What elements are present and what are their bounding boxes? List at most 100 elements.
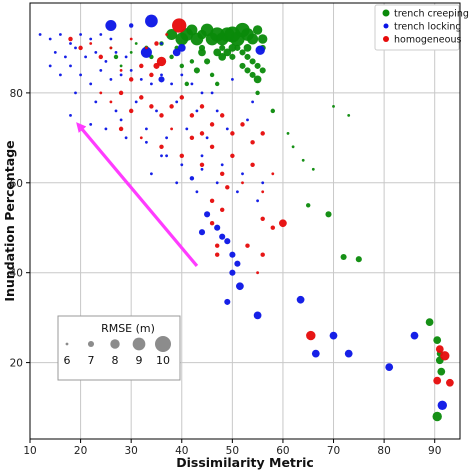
point-homogeneous [241, 181, 244, 185]
x-tick-label: 50 [226, 445, 239, 457]
size-legend-title: RMSE (m) [101, 322, 155, 335]
point-trench-creeping [252, 25, 263, 35]
point-trench-creeping [134, 42, 138, 45]
point-trench-locking [189, 176, 195, 181]
point-trench-locking [180, 73, 184, 77]
point-homogeneous [261, 190, 265, 194]
size-legend-marker [155, 336, 171, 352]
point-homogeneous [172, 18, 187, 33]
point-homogeneous [145, 46, 148, 50]
y-tick-label: 20 [10, 358, 23, 370]
point-trench-locking [241, 172, 244, 176]
point-trench-locking [89, 37, 93, 41]
point-trench-locking [69, 114, 72, 117]
point-trench-locking [198, 229, 206, 236]
point-trench-locking [236, 282, 244, 291]
grid [29, 3, 460, 439]
point-trench-locking [255, 45, 265, 55]
point-homogeneous [179, 95, 185, 100]
point-homogeneous [154, 41, 159, 46]
point-trench-locking [114, 109, 118, 113]
point-trench-locking [185, 127, 189, 131]
data-points [38, 14, 454, 422]
point-homogeneous [78, 45, 83, 51]
point-trench-creeping [193, 67, 200, 74]
point-trench-locking [200, 91, 204, 95]
point-trench-creeping [213, 48, 222, 57]
point-trench-locking [160, 73, 163, 77]
point-trench-locking [124, 55, 128, 59]
point-trench-creeping [253, 75, 262, 84]
point-trench-locking [256, 199, 259, 203]
legend: trench creeping trench locking homogeneo… [374, 4, 469, 51]
point-homogeneous [446, 378, 454, 387]
point-trench-locking [204, 211, 211, 218]
point-trench-creeping [179, 63, 185, 69]
point-homogeneous [209, 220, 215, 226]
point-homogeneous [118, 126, 124, 132]
point-trench-locking [219, 233, 226, 240]
point-homogeneous [109, 46, 113, 50]
point-trench-creeping [247, 33, 259, 45]
x-tick-label: 60 [276, 445, 289, 457]
point-homogeneous [189, 135, 195, 141]
size-legend-marker [65, 342, 69, 346]
x-tick-label: 40 [175, 445, 188, 457]
point-trench-locking [246, 118, 249, 122]
point-trench-locking [165, 154, 169, 158]
point-trench-creeping [259, 67, 266, 74]
point-trench-locking [251, 100, 255, 104]
point-trench-locking [210, 91, 214, 95]
point-homogeneous [139, 95, 144, 100]
point-trench-creeping [113, 54, 119, 60]
point-homogeneous [170, 127, 174, 131]
point-trench-locking [261, 181, 265, 185]
point-homogeneous [240, 122, 245, 127]
size-legend: RMSE (m) 6 7 8 9 10 [57, 315, 181, 381]
legend-marker-locking [383, 23, 389, 29]
point-homogeneous [159, 144, 164, 150]
point-trench-locking [99, 33, 103, 36]
point-trench-creeping [219, 44, 226, 51]
point-trench-creeping [184, 81, 190, 87]
point-homogeneous [433, 376, 442, 385]
point-trench-creeping [249, 58, 256, 65]
point-trench-locking [175, 181, 179, 185]
legend-label-locking: trench locking [394, 22, 461, 33]
x-tick-label: 20 [74, 445, 87, 457]
point-trench-creeping [239, 62, 246, 69]
point-homogeneous [245, 243, 250, 248]
point-trench-locking [170, 82, 174, 86]
point-trench-locking [69, 64, 72, 68]
x-axis-label: Dissimilarity Metric [176, 455, 314, 470]
point-trench-creeping [332, 105, 335, 108]
legend-label-creeping: trench creeping [394, 9, 469, 20]
point-homogeneous [209, 144, 215, 150]
legend-label-homogeneous: homogeneous [394, 35, 461, 46]
point-trench-locking [129, 69, 133, 72]
point-trench-locking [119, 118, 123, 122]
point-trench-locking [114, 51, 118, 54]
point-trench-creeping [244, 53, 251, 60]
point-homogeneous [209, 122, 215, 127]
point-trench-locking [200, 154, 204, 158]
point-trench-creeping [432, 411, 442, 422]
point-trench-creeping [325, 211, 332, 218]
point-trench-creeping [254, 62, 261, 69]
point-trench-locking [145, 14, 158, 28]
point-trench-locking [205, 136, 209, 140]
point-homogeneous [435, 345, 444, 353]
point-homogeneous [199, 104, 205, 109]
point-homogeneous [139, 63, 144, 69]
point-trench-creeping [119, 64, 123, 68]
point-homogeneous [149, 72, 154, 78]
x-tick-label: 10 [23, 445, 36, 457]
point-trench-locking [195, 109, 199, 113]
point-trench-creeping [305, 203, 311, 208]
point-trench-creeping [437, 367, 446, 376]
point-homogeneous [128, 108, 134, 114]
point-trench-creeping [218, 53, 227, 61]
size-legend-marker [87, 340, 95, 348]
point-trench-locking [150, 82, 153, 86]
point-trench-locking [190, 82, 194, 86]
